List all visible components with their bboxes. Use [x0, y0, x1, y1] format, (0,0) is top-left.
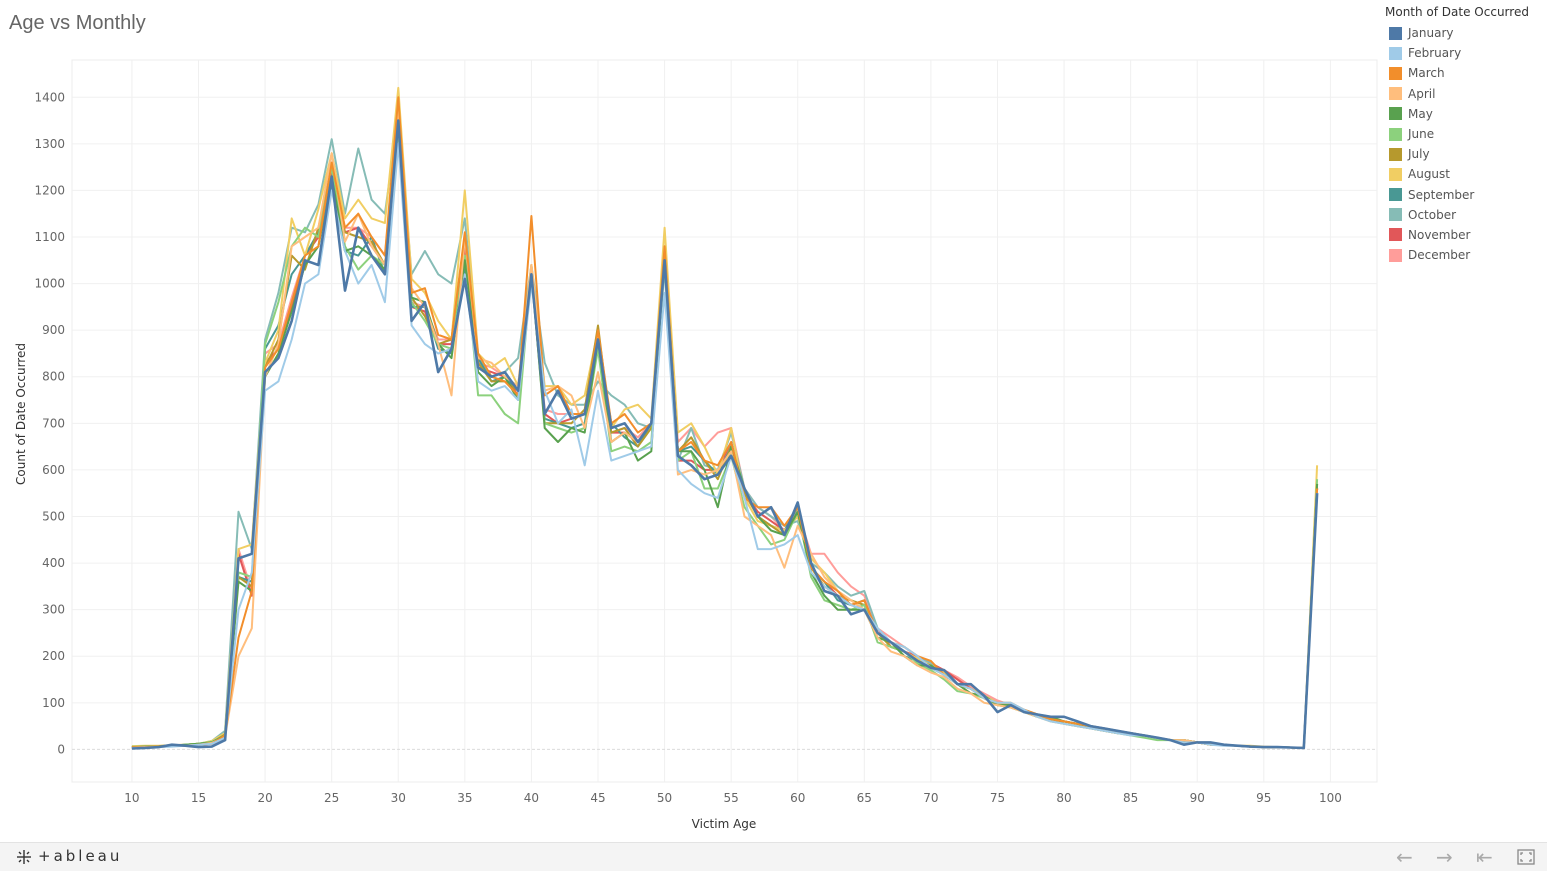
undo-icon[interactable]: ← [1396, 845, 1413, 869]
legend-label: March [1408, 66, 1445, 81]
legend-item-february[interactable]: February [1385, 43, 1529, 63]
y-tick-label: 200 [42, 649, 65, 663]
series-line-february[interactable] [131, 142, 1319, 749]
legend-item-may[interactable]: May [1385, 104, 1529, 124]
legend-swatch [1389, 188, 1402, 202]
x-tick-label: 60 [790, 791, 805, 805]
legend-item-july[interactable]: July [1385, 144, 1529, 164]
legend-swatch [1389, 26, 1402, 40]
legend-swatch [1389, 66, 1402, 80]
y-axis-title: Count of Date Occurred [14, 343, 28, 485]
series-line-december[interactable] [131, 114, 1319, 749]
legend-swatch [1389, 167, 1402, 181]
y-tick-label: 700 [42, 416, 65, 430]
footer-toolbar: +ableau ← → ⇤ [0, 842, 1547, 871]
legend-swatch [1389, 228, 1402, 242]
x-axis-ticks: 10 15 20 25 30 35 40 45 50 55 60 65 70 75 80 85 90 95 100 [124, 791, 1342, 805]
y-tick-label: 0 [57, 742, 65, 756]
legend: Month of Date Occurred January February Ma… [1385, 5, 1529, 265]
x-tick-label: 45 [590, 791, 605, 805]
legend-label: December [1408, 248, 1471, 263]
revert-icon[interactable]: ⇤ [1476, 845, 1493, 869]
chart-series-group [131, 86, 1319, 750]
x-tick-label: 55 [724, 791, 739, 805]
x-tick-label: 15 [191, 791, 206, 805]
brand-wordmark: +ableau [38, 847, 123, 865]
series-line-may[interactable] [131, 119, 1319, 749]
legend-swatch [1389, 147, 1402, 161]
x-axis-title: Victim Age [692, 817, 757, 831]
legend-swatch [1389, 208, 1402, 222]
legend-swatch [1389, 87, 1402, 101]
plot-frame [71, 59, 1378, 783]
legend-label: July [1408, 147, 1430, 162]
y-tick-label: 500 [42, 509, 65, 523]
series-line-january[interactable] [131, 119, 1319, 750]
y-tick-label: 600 [42, 463, 65, 477]
legend-swatch [1389, 107, 1402, 121]
x-tick-label: 95 [1256, 791, 1271, 805]
y-tick-label: 1200 [34, 183, 65, 197]
series-line-september[interactable] [131, 114, 1319, 749]
series-line-november[interactable] [131, 124, 1319, 749]
x-tick-label: 90 [1190, 791, 1205, 805]
line-chart: 10 15 20 25 30 35 40 45 50 55 60 65 70 75 80 85 90 95 100 … [14, 59, 1378, 831]
series-line-april[interactable] [131, 105, 1319, 749]
x-tick-label: 50 [657, 791, 672, 805]
y-tick-label: 400 [42, 556, 65, 570]
x-tick-label: 100 [1319, 791, 1342, 805]
legend-title: Month of Date Occurred [1385, 5, 1529, 19]
legend-item-april[interactable]: April [1385, 84, 1529, 104]
y-tick-label: 1400 [34, 90, 65, 104]
legend-item-november[interactable]: November [1385, 225, 1529, 245]
legend-label: April [1408, 86, 1436, 101]
series-line-august[interactable] [131, 86, 1319, 749]
legend-label: May [1408, 106, 1433, 121]
legend-label: June [1408, 127, 1435, 142]
legend-item-march[interactable]: March [1385, 63, 1529, 83]
x-tick-label: 20 [257, 791, 272, 805]
series-line-march[interactable] [131, 96, 1319, 749]
y-tick-label: 100 [42, 696, 65, 710]
fullscreen-icon[interactable] [1517, 849, 1535, 865]
y-tick-label: 800 [42, 370, 65, 384]
legend-swatch [1389, 46, 1402, 60]
chart-gridlines [71, 59, 1378, 783]
x-tick-label: 30 [391, 791, 406, 805]
y-tick-label: 1300 [34, 137, 65, 151]
legend-item-august[interactable]: August [1385, 164, 1529, 184]
legend-label: September [1408, 187, 1475, 202]
x-tick-label: 25 [324, 791, 339, 805]
legend-label: January [1408, 26, 1454, 41]
x-tick-label: 35 [457, 791, 472, 805]
legend-item-december[interactable]: December [1385, 245, 1529, 265]
legend-label: November [1408, 227, 1471, 242]
y-tick-label: 900 [42, 323, 65, 337]
y-tick-label: 300 [42, 603, 65, 617]
x-tick-label: 75 [990, 791, 1005, 805]
legend-item-june[interactable]: June [1385, 124, 1529, 144]
x-tick-label: 70 [923, 791, 938, 805]
tableau-logo-icon [17, 850, 31, 864]
legend-label: August [1408, 167, 1450, 182]
chart-title: Age vs Monthly [9, 12, 146, 34]
y-tick-label: 1100 [34, 230, 65, 244]
legend-item-january[interactable]: January [1385, 23, 1529, 43]
redo-icon[interactable]: → [1436, 845, 1453, 869]
x-tick-label: 65 [857, 791, 872, 805]
y-tick-label: 1000 [34, 277, 65, 291]
legend-swatch [1389, 248, 1402, 262]
legend-label: February [1408, 46, 1462, 61]
legend-item-september[interactable]: September [1385, 185, 1529, 205]
legend-swatch [1389, 127, 1402, 141]
legend-item-october[interactable]: October [1385, 205, 1529, 225]
legend-label: October [1408, 207, 1457, 222]
x-tick-label: 10 [124, 791, 139, 805]
x-tick-label: 80 [1056, 791, 1071, 805]
series-line-october[interactable] [131, 114, 1319, 749]
x-tick-label: 40 [524, 791, 539, 805]
y-axis-ticks: 0 100 200 300 400 500 600 700 800 900 1000 1100 1200… [34, 90, 65, 756]
x-tick-label: 85 [1123, 791, 1138, 805]
